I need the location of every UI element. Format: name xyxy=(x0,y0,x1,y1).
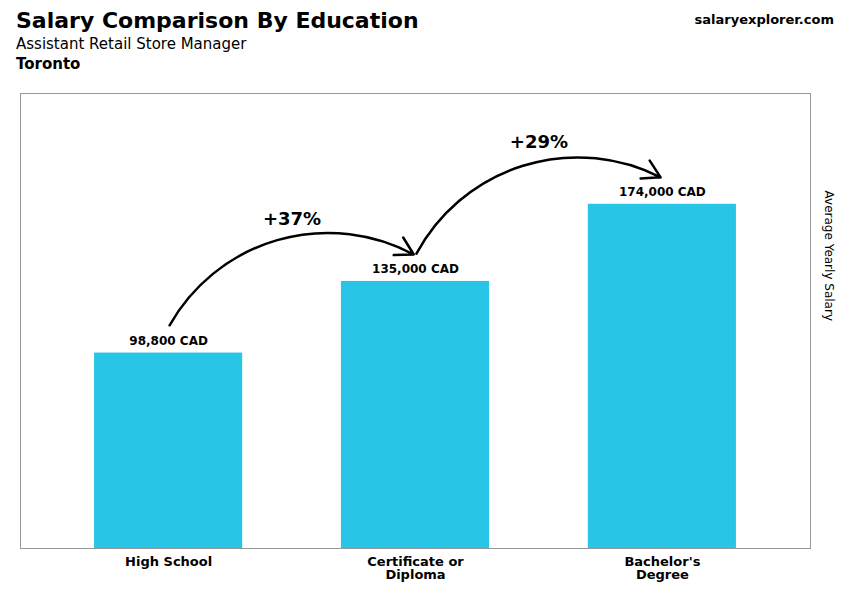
svg-text:98,800 CAD: 98,800 CAD xyxy=(129,334,208,348)
svg-text:Bachelor'sDegree: Bachelor'sDegree xyxy=(624,554,700,582)
html-text:Salary Comparison By Education: Salary Comparison By Education xyxy=(16,8,419,33)
svg-text:135,000 CAD: 135,000 CAD xyxy=(372,262,459,276)
svg-text:+37%: +37% xyxy=(263,208,321,229)
html-text:Toronto: Toronto xyxy=(16,55,81,73)
svg-text:Average Yearly Salary: Average Yearly Salary xyxy=(822,191,836,321)
svg-text:Certificate orDiploma: Certificate orDiploma xyxy=(367,554,464,582)
svg-text:High School: High School xyxy=(125,554,212,569)
html-text:Assistant Retail Store Manager: Assistant Retail Store Manager xyxy=(16,35,247,53)
svg-text:174,000 CAD: 174,000 CAD xyxy=(619,185,706,199)
svg-text:+29%: +29% xyxy=(510,131,568,152)
html-text:salaryexplorer.com: salaryexplorer.com xyxy=(694,12,834,27)
